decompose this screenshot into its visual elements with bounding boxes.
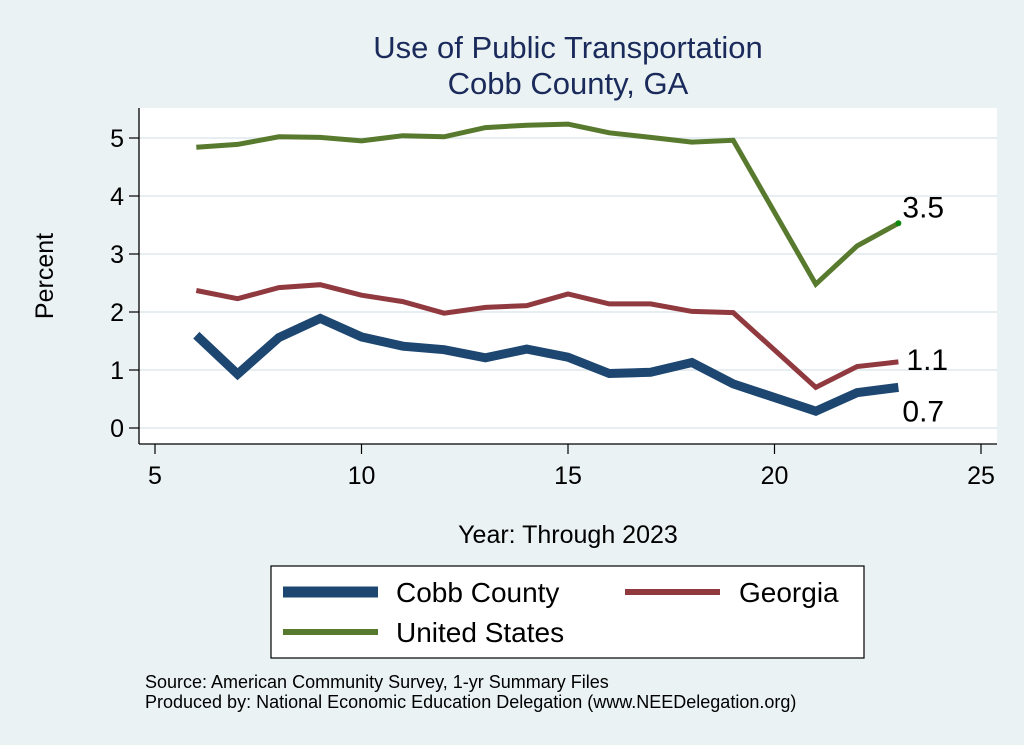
series-lines xyxy=(193,121,902,417)
y-axis-title: Percent xyxy=(31,233,59,319)
end-labels: 3.5 1.1 0.7 xyxy=(902,191,948,428)
x-ticks: 5 10 15 20 25 xyxy=(148,444,995,490)
legend: Cobb County Georgia United States xyxy=(270,565,865,659)
y-tick-label: 5 xyxy=(110,125,124,153)
legend-label-cobb-county: Cobb County xyxy=(396,577,559,608)
chart-subtitle: Cobb County, GA xyxy=(448,66,689,101)
plot-area xyxy=(139,108,997,444)
x-tick-label: 25 xyxy=(967,462,995,490)
y-tick-label: 4 xyxy=(110,183,124,211)
x-tick-label: 10 xyxy=(348,462,376,490)
y-tick-label: 2 xyxy=(110,299,124,327)
legend-label-united-states: United States xyxy=(396,617,564,648)
end-label-georgia: 1.1 xyxy=(906,344,948,377)
y-tick-label: 0 xyxy=(110,415,124,443)
series-line-cobb-county xyxy=(193,313,899,417)
end-label-cobb-county: 0.7 xyxy=(902,395,944,428)
end-marker xyxy=(895,220,902,227)
x-tick-label: 20 xyxy=(761,462,789,490)
x-tick-label: 5 xyxy=(148,462,162,490)
legend-label-georgia: Georgia xyxy=(739,577,839,608)
chart-title: Use of Public Transportation xyxy=(373,30,762,65)
end-label-united-states: 3.5 xyxy=(902,191,944,224)
x-axis-title: Year: Through 2023 xyxy=(458,521,678,549)
legend-box xyxy=(270,565,865,659)
y-tick-label: 3 xyxy=(110,241,124,269)
series-line-georgia xyxy=(195,282,899,391)
y-ticks: 0 1 2 3 4 5 xyxy=(110,125,139,443)
source-note: Source: American Community Survey, 1-yr … xyxy=(145,672,609,692)
x-tick-label: 15 xyxy=(554,462,582,490)
y-tick-label: 1 xyxy=(110,357,124,385)
series-line-united-states xyxy=(196,121,900,289)
producer-note: Produced by: National Economic Education… xyxy=(145,692,796,712)
gridlines xyxy=(139,137,997,429)
